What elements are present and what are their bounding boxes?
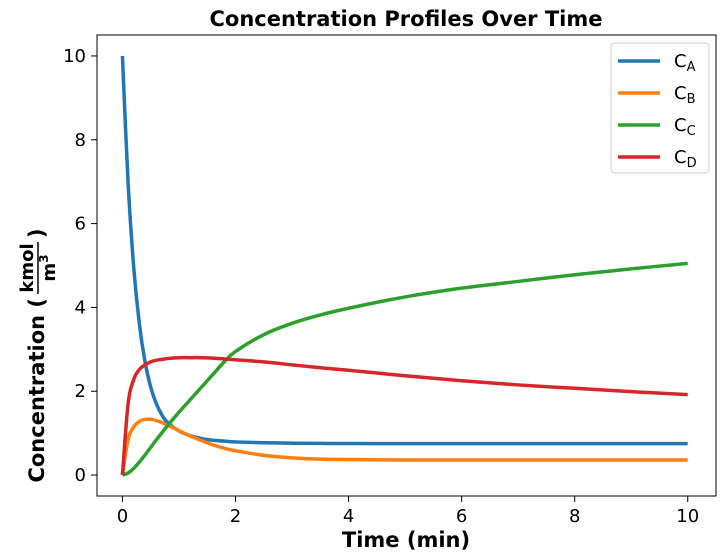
series-line-cc	[121, 261, 688, 477]
plot-frame	[96, 34, 717, 497]
chart-title: Concentration Profiles Over Time	[209, 7, 602, 31]
y-tick-label: 10	[63, 46, 86, 67]
legend-box	[610, 42, 710, 174]
x-tick-label: 4	[343, 506, 354, 527]
y-axis-label: Concentration ( kmol m3 )	[17, 228, 60, 482]
x-tick-label: 2	[230, 506, 241, 527]
y-axis-label-denominator: m3	[37, 254, 60, 281]
legend-label: CC	[674, 115, 696, 139]
x-tick-label: 8	[569, 506, 580, 527]
x-tick-label: 0	[117, 506, 128, 527]
series-lines	[120, 55, 688, 477]
legend-items: CA CB CC CD	[618, 51, 697, 171]
series-line-cd	[120, 355, 688, 476]
legend: CA CB CC CD	[610, 42, 710, 174]
x-axis-label: Time (min)	[342, 528, 470, 552]
legend-label: CB	[674, 83, 696, 107]
legend-label: CD	[674, 147, 697, 171]
x-tick-label: 6	[456, 506, 467, 527]
y-axis-label-denominator-base: m	[39, 263, 60, 282]
x-tick-label: 10	[676, 506, 699, 527]
series-line-cb	[120, 417, 688, 476]
y-tick-label: 0	[75, 465, 86, 486]
y-axis-label-suffix: )	[25, 228, 49, 238]
plot-area: 0 2 4 6 8 10 0 2 4 6 8 10	[63, 34, 717, 527]
legend-item: CD	[618, 147, 697, 171]
legend-item: CC	[618, 115, 696, 139]
legend-item: CA	[618, 51, 696, 75]
legend-item: CB	[618, 83, 696, 107]
y-tick-label: 2	[75, 381, 86, 402]
y-axis-label-denominator-exponent: 3	[37, 254, 51, 262]
legend-label: CA	[674, 51, 696, 75]
y-tick-label: 4	[75, 297, 86, 318]
y-axis-ticks: 0 2 4 6 8 10	[63, 46, 97, 486]
y-axis-label-prefix: Concentration (	[25, 298, 49, 483]
series-line-ca	[120, 55, 688, 446]
y-tick-label: 8	[75, 130, 86, 151]
y-tick-label: 6	[75, 214, 86, 235]
y-axis-label-numerator: kmol	[17, 243, 38, 292]
x-axis-ticks: 0 2 4 6 8 10	[117, 496, 699, 527]
